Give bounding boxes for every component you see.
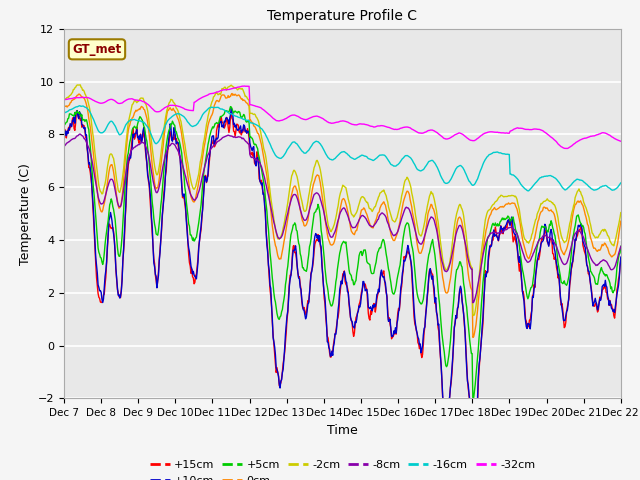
- +15cm: [411, 321, 419, 326]
- -16cm: [411, 162, 419, 168]
- Line: -16cm: -16cm: [64, 106, 621, 191]
- -2cm: [411, 207, 419, 213]
- Line: +5cm: +5cm: [64, 107, 621, 401]
- -8cm: [76, 131, 84, 137]
- +15cm: [74, 108, 81, 113]
- +10cm: [411, 315, 419, 321]
- +5cm: [184, 213, 192, 218]
- -32cm: [241, 83, 248, 89]
- +5cm: [127, 131, 135, 137]
- Line: -8cm: -8cm: [64, 134, 621, 303]
- -16cm: [70, 105, 78, 111]
- -32cm: [411, 128, 419, 133]
- -8cm: [469, 300, 477, 306]
- +5cm: [469, 398, 477, 404]
- -16cm: [185, 120, 193, 126]
- Line: 0cm: 0cm: [64, 94, 621, 337]
- -32cm: [184, 107, 192, 113]
- +10cm: [214, 136, 221, 142]
- -2cm: [214, 92, 222, 97]
- +5cm: [617, 243, 625, 249]
- -32cm: [214, 89, 221, 95]
- -2cm: [128, 102, 136, 108]
- +5cm: [60, 121, 68, 127]
- 0cm: [411, 222, 419, 228]
- Text: GT_met: GT_met: [72, 43, 122, 56]
- -2cm: [60, 97, 68, 103]
- Line: -2cm: -2cm: [64, 85, 621, 315]
- Line: -32cm: -32cm: [64, 86, 621, 148]
- -2cm: [617, 210, 625, 216]
- +10cm: [60, 133, 68, 139]
- +15cm: [617, 257, 625, 263]
- 0cm: [228, 91, 236, 96]
- +10cm: [227, 105, 235, 111]
- -8cm: [214, 138, 222, 144]
- Legend: +15cm, +10cm, +5cm, 0cm, -2cm, -8cm, -16cm, -32cm: +15cm, +10cm, +5cm, 0cm, -2cm, -8cm, -16…: [145, 456, 540, 480]
- +10cm: [617, 254, 625, 260]
- +10cm: [184, 239, 192, 245]
- -32cm: [70, 95, 78, 101]
- 0cm: [469, 335, 477, 340]
- -8cm: [60, 144, 68, 149]
- Y-axis label: Temperature (C): Temperature (C): [19, 163, 32, 264]
- 0cm: [214, 97, 221, 103]
- +5cm: [227, 104, 234, 109]
- -32cm: [617, 138, 625, 144]
- -32cm: [564, 145, 572, 151]
- +10cm: [428, 272, 435, 278]
- -16cm: [617, 180, 625, 186]
- -8cm: [411, 226, 419, 232]
- 0cm: [184, 173, 192, 179]
- 0cm: [428, 202, 435, 207]
- -8cm: [70, 136, 78, 142]
- 0cm: [127, 118, 135, 123]
- -16cm: [60, 110, 68, 116]
- +15cm: [60, 130, 68, 135]
- -8cm: [128, 146, 136, 152]
- +5cm: [428, 242, 435, 248]
- +10cm: [70, 114, 78, 120]
- -16cm: [525, 188, 532, 194]
- +15cm: [128, 136, 136, 142]
- -8cm: [185, 185, 193, 191]
- -16cm: [128, 117, 136, 123]
- +15cm: [70, 126, 78, 132]
- +10cm: [127, 148, 135, 154]
- -2cm: [70, 86, 78, 92]
- +15cm: [185, 252, 193, 257]
- -32cm: [127, 96, 135, 102]
- Line: +10cm: +10cm: [64, 108, 621, 451]
- -2cm: [185, 166, 193, 172]
- +10cm: [469, 448, 477, 454]
- -2cm: [470, 312, 477, 318]
- -16cm: [76, 103, 83, 108]
- +15cm: [428, 268, 435, 274]
- 0cm: [617, 218, 625, 224]
- +5cm: [214, 120, 221, 126]
- +5cm: [70, 113, 78, 119]
- -16cm: [214, 105, 222, 110]
- 0cm: [70, 96, 78, 102]
- -8cm: [617, 243, 625, 249]
- -32cm: [60, 96, 68, 102]
- -2cm: [428, 189, 435, 194]
- X-axis label: Time: Time: [327, 424, 358, 437]
- -2cm: [76, 82, 84, 88]
- -8cm: [428, 214, 435, 220]
- Title: Temperature Profile C: Temperature Profile C: [268, 10, 417, 24]
- -32cm: [428, 127, 435, 133]
- 0cm: [60, 105, 68, 110]
- -16cm: [428, 158, 435, 164]
- +15cm: [214, 121, 222, 127]
- +15cm: [469, 455, 477, 460]
- +5cm: [411, 267, 419, 273]
- Line: +15cm: +15cm: [64, 110, 621, 457]
